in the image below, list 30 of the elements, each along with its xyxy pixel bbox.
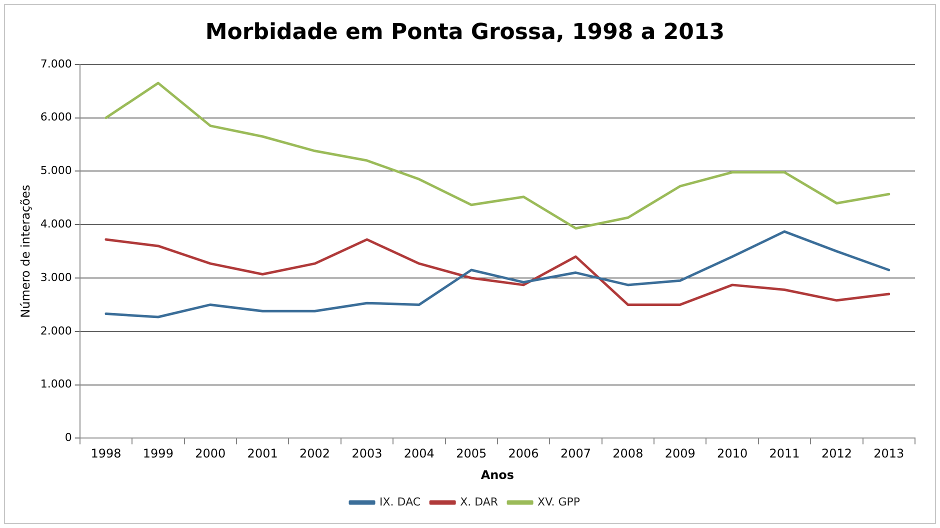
y-tick-label: 4.000 [40, 217, 72, 230]
x-tick-label: 1998 [90, 446, 122, 461]
x-tick-label: 2002 [299, 446, 330, 461]
x-axis-title: Anos [480, 468, 514, 482]
x-tick-label: 2000 [195, 446, 226, 461]
legend-label: X. DAR [460, 495, 498, 508]
y-axis-title: Número de interações [18, 184, 32, 318]
x-tick-label: 2009 [664, 446, 696, 461]
y-tick-label: 5.000 [40, 164, 72, 178]
x-tick-label: 2001 [247, 446, 278, 461]
chart-title: Morbidade em Ponta Grossa, 1998 a 2013 [205, 20, 725, 45]
legend-label: XV. GPP [538, 495, 580, 508]
x-tick-label: 1999 [142, 446, 174, 461]
x-tick-label: 2005 [456, 446, 487, 461]
y-tick-label: 0 [64, 431, 72, 444]
x-tick-label: 2013 [874, 446, 904, 461]
x-tick-label: 2008 [612, 446, 644, 461]
x-tick-label: 2011 [769, 446, 800, 461]
y-tick-label: 7.000 [40, 57, 72, 70]
y-tick-label: 2.000 [40, 324, 72, 338]
x-tick-label: 2012 [821, 446, 852, 461]
x-tick-label: 2010 [717, 446, 748, 461]
x-tick-label: 2007 [560, 446, 592, 461]
x-tick-label: 2004 [404, 446, 434, 461]
x-tick-label: 2006 [508, 446, 539, 461]
legend-label: IX. DAC [380, 495, 421, 508]
y-tick-label: 6.000 [40, 110, 72, 124]
y-tick-label: 1.000 [40, 378, 72, 391]
x-tick-label: 2003 [352, 446, 382, 461]
y-tick-label: 3.000 [40, 270, 72, 284]
